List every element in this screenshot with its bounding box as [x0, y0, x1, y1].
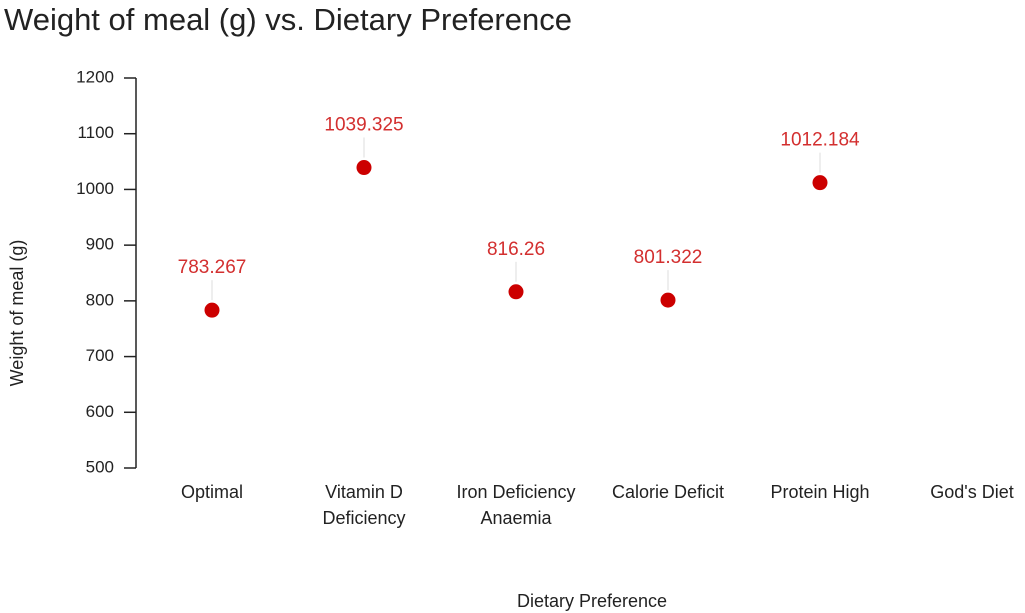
data-label: 1039.325: [324, 115, 403, 136]
data-label: 1012.184: [780, 130, 860, 151]
x-tick-label: God's Diet: [930, 482, 1014, 502]
y-tick-label: 1200: [76, 67, 114, 86]
y-tick-label: 600: [86, 402, 114, 421]
y-axis-label: Weight of meal (g): [7, 240, 27, 387]
point: [812, 175, 828, 191]
y-tick-label: 500: [86, 457, 114, 476]
x-tick-label: Optimal: [180, 482, 243, 502]
y-tick-label: 900: [86, 235, 114, 254]
x-tick-label: Iron Deficiency Anaemia: [456, 482, 576, 528]
x-tick-label: Calorie Deficit: [611, 482, 725, 502]
chart-title: Weight of meal (g) vs. Dietary Preferenc…: [4, 2, 572, 37]
y-tick-label: 1100: [77, 123, 114, 142]
y-tick-label: 700: [86, 346, 114, 365]
data-label: 801.322: [634, 247, 703, 268]
y-tick-label: 1000: [76, 179, 114, 198]
point: [660, 292, 676, 308]
point: [508, 284, 524, 300]
data-label: 783.267: [178, 257, 247, 278]
x-tick-label: Protein High: [770, 482, 870, 502]
x-tick-label: Vitamin D Deficiency: [322, 482, 406, 528]
x-axis-label: Dietary Preference: [517, 591, 667, 611]
data-label: 816.26: [487, 239, 545, 260]
point: [356, 160, 372, 176]
point: [204, 302, 220, 318]
y-tick-label: 800: [86, 290, 114, 309]
